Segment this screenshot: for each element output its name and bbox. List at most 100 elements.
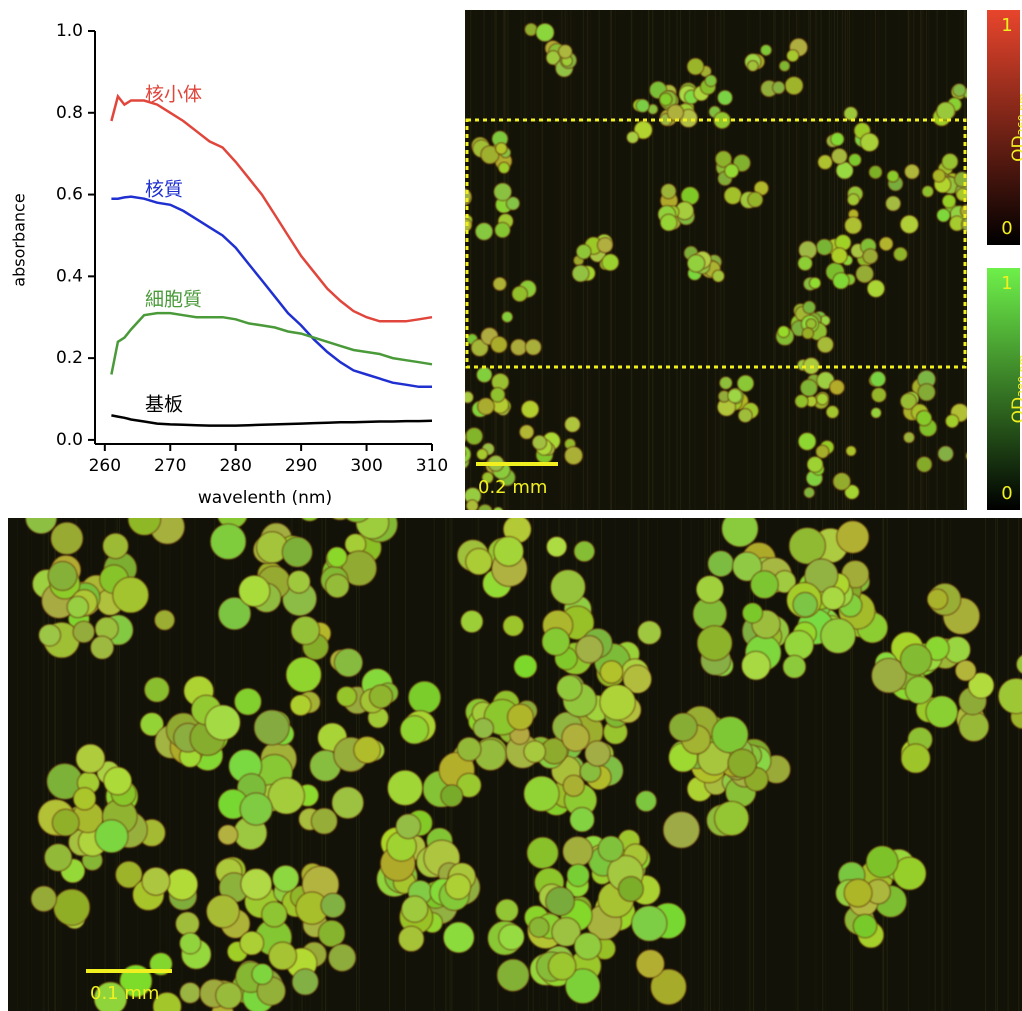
cell — [292, 969, 318, 995]
cell — [495, 222, 510, 237]
x-tick-label: 270 — [154, 456, 186, 476]
cell — [969, 115, 980, 126]
cell — [48, 562, 77, 591]
cell — [638, 621, 661, 644]
cell — [953, 84, 966, 97]
stripe — [964, 10, 965, 510]
cell — [822, 587, 845, 610]
cell — [180, 933, 201, 954]
cell — [240, 931, 264, 955]
cell — [477, 367, 492, 382]
cell — [446, 874, 471, 899]
stripe — [946, 10, 947, 510]
stripe — [648, 10, 649, 510]
cell — [286, 657, 321, 692]
cell — [205, 705, 240, 740]
stripe — [747, 10, 748, 510]
cell — [525, 339, 541, 355]
cell — [478, 505, 493, 520]
cell — [809, 278, 820, 289]
cell — [514, 655, 537, 678]
series-label: 核小体 — [145, 84, 202, 106]
stripe — [723, 10, 724, 510]
x-tick-label: 300 — [350, 456, 382, 476]
cell — [846, 446, 856, 456]
cell — [712, 717, 748, 753]
cell — [502, 312, 513, 323]
cell — [787, 50, 799, 62]
cell — [660, 214, 677, 231]
series-label: 基板 — [145, 394, 183, 416]
cell — [779, 61, 789, 71]
cell — [872, 388, 886, 402]
cell — [478, 398, 495, 415]
cell — [527, 837, 558, 868]
stripe — [503, 10, 504, 510]
stripe — [505, 10, 506, 510]
cell — [91, 636, 114, 659]
stripe — [17, 518, 18, 1011]
cell — [636, 791, 657, 812]
cell — [818, 155, 832, 169]
cell — [574, 541, 594, 561]
cell — [748, 192, 763, 207]
cell — [917, 411, 932, 426]
cell — [542, 628, 570, 656]
cell — [660, 93, 672, 105]
cell — [388, 770, 423, 805]
stripe — [887, 518, 888, 1011]
cell — [831, 248, 847, 264]
stripe — [821, 10, 822, 510]
cell — [904, 432, 915, 443]
cell — [241, 869, 272, 900]
x-tick-label: 310 — [416, 456, 448, 476]
cell — [512, 286, 527, 301]
cell — [961, 205, 974, 218]
cell — [273, 865, 299, 891]
y-tick-label: 0.4 — [56, 266, 83, 286]
cell — [778, 326, 789, 337]
cell — [894, 247, 908, 261]
cell — [724, 187, 741, 204]
cell — [627, 131, 639, 143]
stripe — [508, 10, 509, 510]
cell — [712, 270, 724, 282]
cell — [725, 164, 739, 178]
cell — [720, 377, 732, 389]
cell — [529, 917, 549, 937]
cell — [802, 328, 813, 339]
cell — [457, 737, 480, 760]
series-label: 細胞質 — [145, 289, 202, 311]
stripe — [629, 518, 630, 1011]
cell — [252, 964, 273, 985]
stripe — [590, 10, 591, 510]
stripe — [760, 10, 761, 510]
figure: absorbance wavelenth (nm) 0.00.20.40.60.… — [0, 0, 1022, 1011]
cell — [600, 685, 635, 720]
cell — [804, 487, 814, 497]
cell — [751, 571, 779, 599]
cell — [239, 576, 270, 607]
cell — [104, 767, 132, 795]
cell — [956, 188, 968, 200]
cell — [795, 395, 808, 408]
cell — [901, 744, 930, 773]
cell — [216, 983, 242, 1009]
cell — [332, 787, 363, 818]
cell — [31, 886, 56, 911]
cell — [282, 537, 312, 567]
cell — [861, 133, 879, 151]
cell — [559, 45, 573, 59]
stripe — [936, 10, 937, 510]
cell — [73, 788, 95, 810]
cell — [738, 409, 752, 423]
cell — [408, 681, 440, 713]
cell — [477, 449, 488, 460]
cell — [696, 576, 723, 603]
cell — [803, 301, 815, 313]
cell — [906, 676, 933, 703]
cell — [570, 807, 594, 831]
cell — [783, 655, 806, 678]
stripe — [878, 10, 879, 510]
cell — [697, 626, 732, 661]
